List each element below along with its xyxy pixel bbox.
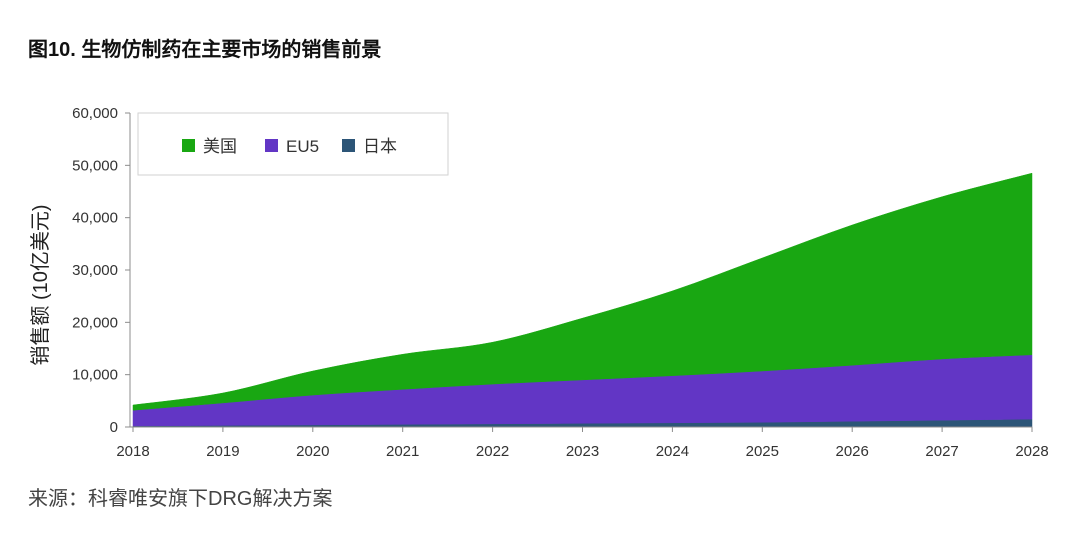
plot-areas: [132, 172, 1033, 428]
y-axis-ticks: 0 10,000 20,000 30,000 40,000 50,000 60,000: [72, 105, 130, 436]
x-tick-label: 2022: [476, 443, 509, 460]
source-note: 来源：科睿唯安旗下DRG解决方案: [28, 487, 332, 510]
chart-title: 图10. 生物仿制药在主要市场的销售前景: [28, 37, 381, 61]
x-tick-label: 2028: [1015, 443, 1048, 460]
x-tick-label: 2024: [656, 443, 689, 460]
x-tick-label: 2021: [386, 443, 419, 460]
y-axis-label: 销售额 (10亿美元): [29, 204, 52, 365]
legend-label-us: 美国: [203, 137, 237, 156]
x-tick-label: 2023: [566, 443, 599, 460]
y-tick-label: 0: [110, 419, 118, 436]
legend-label-japan: 日本: [363, 137, 397, 156]
legend-swatch-us: [182, 139, 195, 152]
y-tick-label: 50,000: [72, 157, 118, 174]
x-tick-label: 2019: [206, 443, 239, 460]
legend-item-us: 美国: [182, 137, 237, 156]
y-tick-label: 30,000: [72, 262, 118, 279]
y-tick-label: 40,000: [72, 210, 118, 227]
y-tick-label: 10,000: [72, 367, 118, 384]
area-us: [132, 172, 1033, 411]
y-tick-label: 20,000: [72, 314, 118, 331]
legend-item-eu5: EU5: [265, 137, 319, 156]
x-tick-label: 2018: [116, 443, 149, 460]
legend-swatch-eu5: [265, 139, 278, 152]
legend: 美国 EU5 日本: [137, 112, 449, 176]
x-tick-label: 2027: [925, 443, 958, 460]
x-tick-label: 2025: [746, 443, 779, 460]
x-tick-label: 2020: [296, 443, 329, 460]
y-tick-label: 60,000: [72, 105, 118, 122]
legend-item-japan: 日本: [342, 137, 397, 156]
legend-swatch-japan: [342, 139, 355, 152]
legend-label-eu5: EU5: [286, 137, 319, 156]
x-axis-ticks: 2018 2019 2020 2021 2022 2023 2024 2025 2026 2027…: [116, 427, 1049, 460]
x-tick-label: 2026: [836, 443, 869, 460]
